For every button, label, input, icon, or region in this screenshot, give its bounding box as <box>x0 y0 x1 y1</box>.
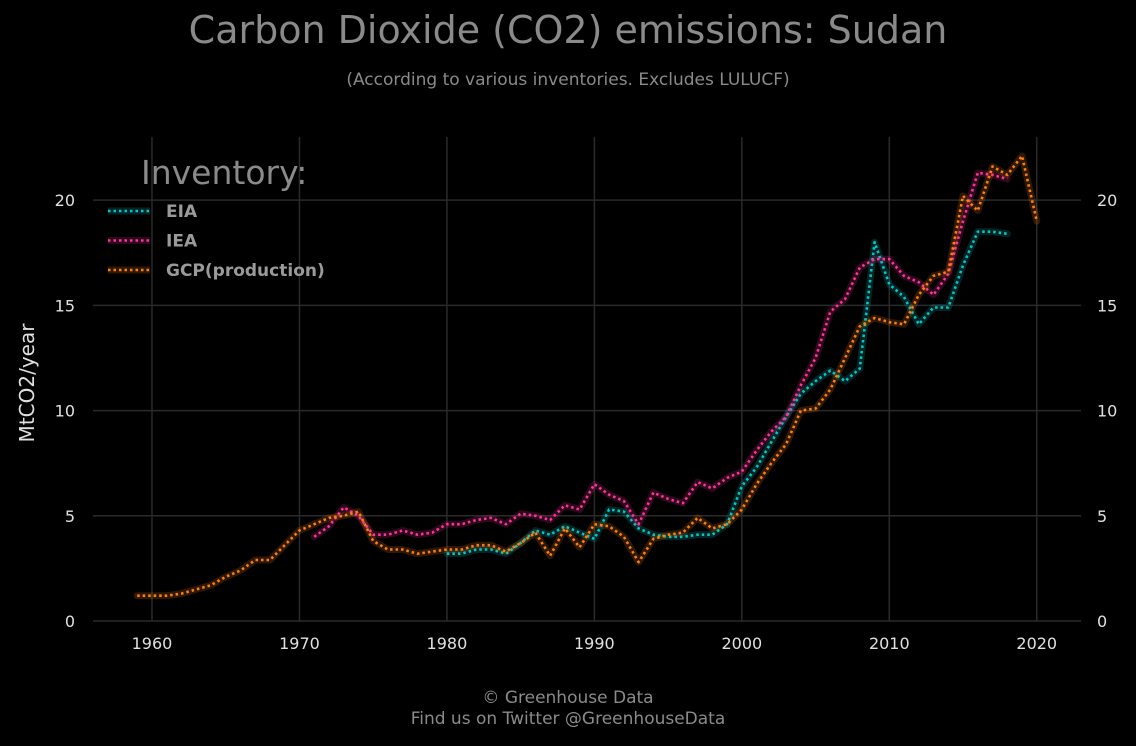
series-glow-eia <box>443 228 1011 558</box>
footer: © Greenhouse Data Find us on Twitter @Gr… <box>0 688 1136 730</box>
legend-title: Inventory: <box>141 153 307 192</box>
y-axis-label: MtCO2/year <box>15 323 39 443</box>
y-tick-label-right-15: 15 <box>1097 296 1117 315</box>
grid-lines <box>93 137 1081 622</box>
twitter-link[interactable]: Find us on Twitter @GreenhouseData <box>410 709 726 729</box>
series-line-iea <box>313 171 1008 538</box>
legend: Inventory: EIA IEA GCP(production) <box>108 153 325 281</box>
y-tick-label-right-0: 0 <box>1097 612 1107 631</box>
chart-title: Carbon Dioxide (CO2) emissions: Sudan <box>188 8 948 52</box>
y-tick-label-left-5: 5 <box>65 507 75 526</box>
x-tick-label-1980: 1980 <box>427 634 468 653</box>
y-tick-label-left-10: 10 <box>55 402 75 421</box>
y-tick-label-right-10: 10 <box>1097 402 1117 421</box>
legend-label-eia: EIA <box>166 202 198 222</box>
series-line-eia <box>446 230 1008 556</box>
legend-label-gcp-production: GCP(production) <box>166 261 325 281</box>
series-glow-gcp-production <box>133 152 1041 600</box>
y-tick-label-left-15: 15 <box>55 296 75 315</box>
x-tick-label-2010: 2010 <box>869 634 910 653</box>
chart-subtitle: (According to various inventories. Exclu… <box>346 70 790 90</box>
x-tick-label-1970: 1970 <box>279 634 320 653</box>
y-tick-label-right-20: 20 <box>1097 191 1117 210</box>
series-lines <box>133 152 1041 600</box>
series-glow-iea <box>310 169 1011 541</box>
copyright-text: © Greenhouse Data <box>482 688 654 708</box>
x-tick-label-2000: 2000 <box>721 634 762 653</box>
y-tick-label-left-20: 20 <box>55 191 75 210</box>
legend-label-iea: IEA <box>166 232 198 252</box>
x-tick-label-2020: 2020 <box>1016 634 1057 653</box>
series-line-gcp-production <box>137 154 1039 598</box>
y-tick-label-right-5: 5 <box>1097 507 1107 526</box>
y-tick-label-left-0: 0 <box>65 612 75 631</box>
x-tick-label-1990: 1990 <box>574 634 615 653</box>
x-tick-label-1960: 1960 <box>132 634 173 653</box>
